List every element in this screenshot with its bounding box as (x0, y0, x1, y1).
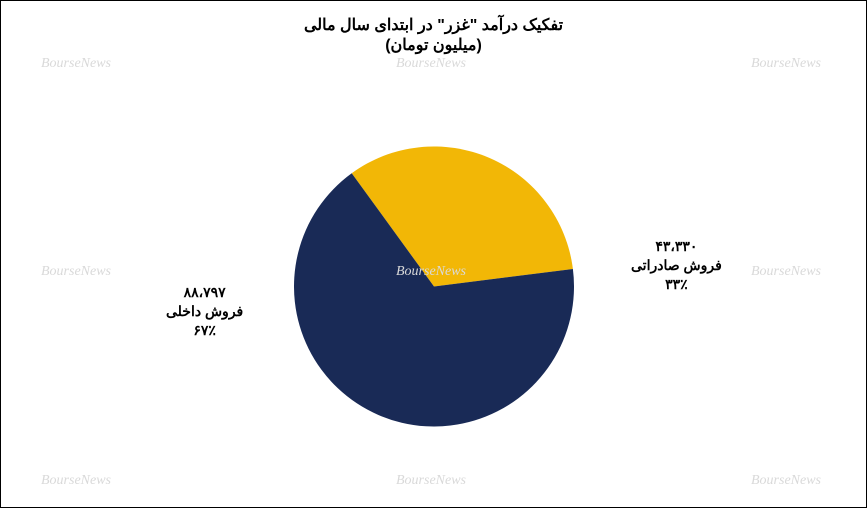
slice-value: ۴۳،۳۳۰ (631, 237, 722, 256)
chart-title-block: تفکیک درآمد "غزر" در ابتدای سال مالی (می… (1, 1, 866, 55)
pie-slice-label-export: ۴۳،۳۳۰ فروش صادراتی ۳۳٪ (631, 237, 722, 294)
chart-area (1, 81, 866, 497)
slice-percent: ۶۷٪ (166, 321, 243, 340)
chart-title-line2: (میلیون تومان) (1, 35, 866, 55)
slice-name: فروش صادراتی (631, 256, 722, 275)
pie-slice-label-domestic: ۸۸،۷۹۷ فروش داخلی ۶۷٪ (166, 283, 243, 340)
slice-value: ۸۸،۷۹۷ (166, 283, 243, 302)
pie-chart (294, 147, 574, 432)
chart-title-line1: تفکیک درآمد "غزر" در ابتدای سال مالی (1, 15, 866, 35)
watermark: BourseNews (751, 56, 821, 72)
slice-percent: ۳۳٪ (631, 275, 722, 294)
watermark: BourseNews (396, 56, 466, 72)
slice-name: فروش داخلی (166, 302, 243, 321)
watermark: BourseNews (41, 56, 111, 72)
